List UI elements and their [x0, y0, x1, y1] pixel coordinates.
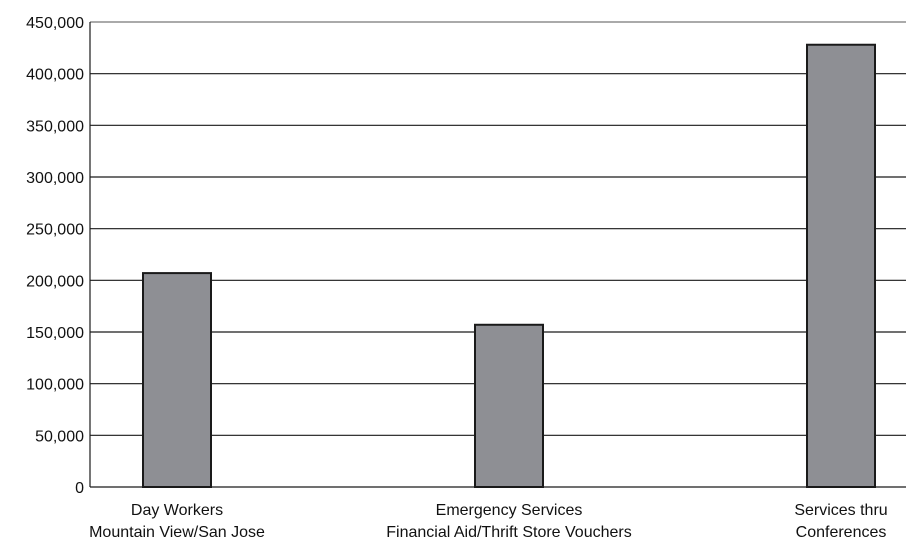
x-category-label: Conferences [796, 524, 887, 541]
y-tick-label: 100,000 [26, 377, 84, 394]
y-tick-label: 250,000 [26, 222, 84, 239]
y-tick-label: 200,000 [26, 273, 84, 290]
bars [142, 43, 876, 488]
x-category-label: Financial Aid/Thrift Store Vouchers [386, 524, 631, 541]
y-axis-tick-labels: 0 50,000 100,000 150,000 200,000 250,000 300,0… [26, 15, 84, 497]
bar [474, 323, 544, 488]
y-tick-label: 50,000 [35, 428, 84, 445]
x-axis-category-labels: Day Workers Mountain View/San Jose Emergen… [89, 502, 888, 541]
x-category-label: Mountain View/San Jose [89, 524, 265, 541]
gridlines [90, 21, 906, 488]
x-category-label: Services thru [794, 502, 887, 519]
y-tick-label: 350,000 [26, 118, 84, 135]
y-tick-label: 300,000 [26, 170, 84, 187]
y-tick-label: 450,000 [26, 15, 84, 32]
x-category-label: Day Workers [131, 502, 223, 519]
y-tick-label: 400,000 [26, 67, 84, 84]
y-tick-label: 150,000 [26, 325, 84, 342]
bar [142, 272, 212, 488]
bar [806, 43, 876, 488]
y-tick-label: 0 [75, 480, 84, 497]
x-category-label: Emergency Services [436, 502, 583, 519]
